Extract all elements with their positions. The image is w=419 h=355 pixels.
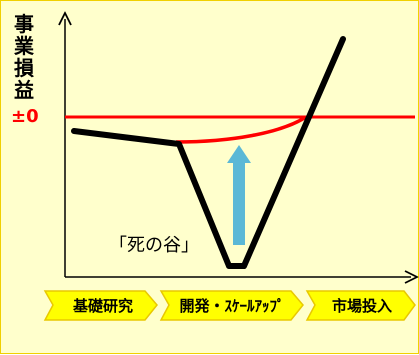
- phase-label-market-launch: 市場投入: [331, 297, 392, 315]
- y-axis-label: 事業損益: [14, 12, 34, 102]
- phase-label-development: 開発・ｽｹｰﾙｱｯﾌﾟ: [179, 297, 285, 315]
- phase-label-basic-research: 基礎研究: [72, 297, 133, 315]
- valley-of-death-label: 「死の谷」: [109, 235, 199, 256]
- profit-curve: [71, 36, 346, 269]
- phase-arrow-market-launch: [305, 290, 416, 321]
- phase-arrow-basic-research: [43, 290, 158, 321]
- improved-curve: [175, 115, 307, 144]
- phase-arrow-development: [159, 290, 304, 321]
- up-arrow-icon: [227, 145, 251, 245]
- zero-label: ±0: [11, 106, 39, 127]
